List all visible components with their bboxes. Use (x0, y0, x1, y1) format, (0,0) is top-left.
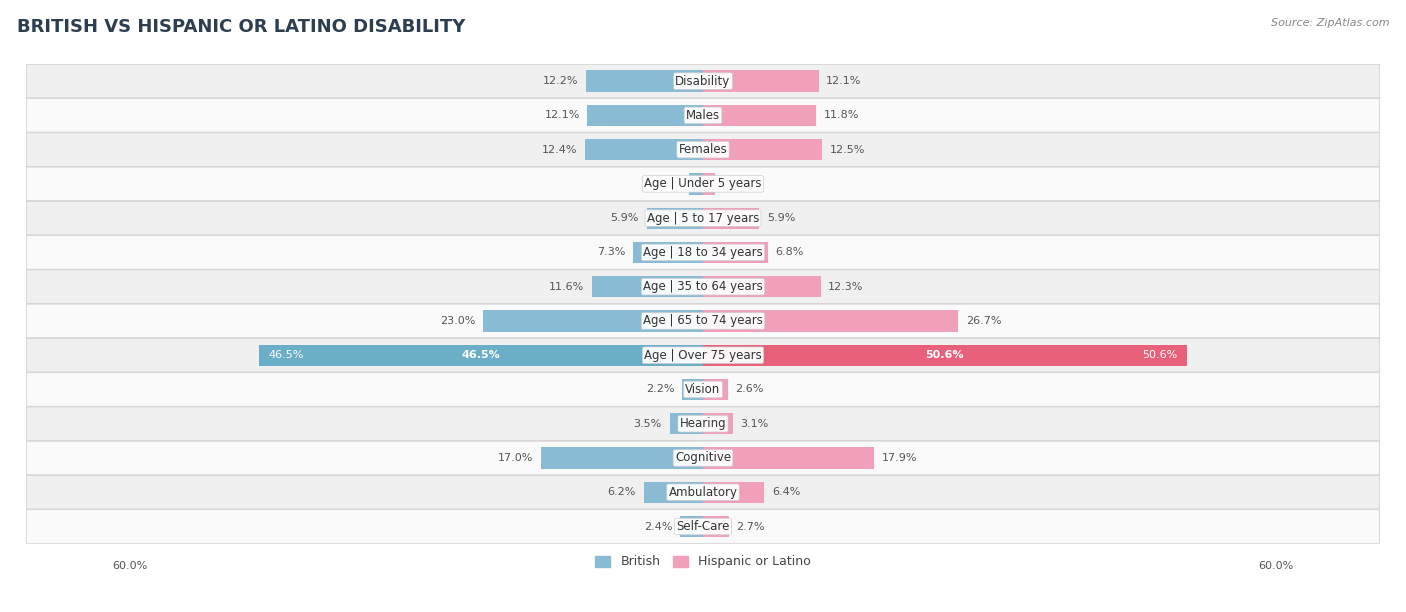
Text: 46.5%: 46.5% (461, 350, 501, 360)
Text: 50.6%: 50.6% (1142, 350, 1177, 360)
Bar (633, 242, 703, 263)
Text: Age | 18 to 34 years: Age | 18 to 34 years (643, 246, 763, 259)
Bar (586, 70, 703, 92)
Text: 5.9%: 5.9% (610, 213, 638, 223)
FancyBboxPatch shape (27, 167, 1379, 201)
Bar (703, 242, 768, 263)
Text: 2.7%: 2.7% (737, 521, 765, 531)
FancyBboxPatch shape (27, 99, 1379, 132)
Bar (540, 447, 703, 469)
FancyBboxPatch shape (27, 338, 1379, 372)
Text: 1.3%: 1.3% (723, 179, 751, 189)
Text: 3.5%: 3.5% (634, 419, 662, 429)
Bar (484, 310, 703, 332)
Bar (703, 447, 875, 469)
Text: Ambulatory: Ambulatory (668, 486, 738, 499)
FancyBboxPatch shape (27, 64, 1379, 98)
Text: 12.1%: 12.1% (544, 110, 579, 121)
Text: Males: Males (686, 109, 720, 122)
Text: 46.5%: 46.5% (269, 350, 304, 360)
Bar (703, 173, 716, 195)
Text: Vision: Vision (685, 383, 721, 396)
FancyBboxPatch shape (27, 270, 1379, 304)
Bar (703, 482, 763, 503)
Text: 12.1%: 12.1% (827, 76, 862, 86)
Text: 50.6%: 50.6% (925, 350, 965, 360)
FancyBboxPatch shape (27, 133, 1379, 166)
Text: Age | 65 to 74 years: Age | 65 to 74 years (643, 315, 763, 327)
Text: 11.8%: 11.8% (824, 110, 859, 121)
Bar (703, 70, 818, 92)
Text: 12.3%: 12.3% (828, 282, 863, 292)
Text: 1.5%: 1.5% (652, 179, 681, 189)
Bar (703, 207, 759, 229)
Text: 7.3%: 7.3% (598, 247, 626, 258)
Bar (703, 139, 823, 160)
Bar (703, 379, 728, 400)
Bar (703, 516, 728, 537)
Bar (647, 207, 703, 229)
Bar (703, 310, 957, 332)
FancyBboxPatch shape (27, 304, 1379, 338)
Bar (703, 276, 821, 297)
FancyBboxPatch shape (27, 373, 1379, 406)
Text: 5.9%: 5.9% (768, 213, 796, 223)
Bar (644, 482, 703, 503)
Text: 17.9%: 17.9% (882, 453, 917, 463)
Text: BRITISH VS HISPANIC OR LATINO DISABILITY: BRITISH VS HISPANIC OR LATINO DISABILITY (17, 18, 465, 36)
Bar (585, 139, 703, 160)
Text: Age | Over 75 years: Age | Over 75 years (644, 349, 762, 362)
Bar (592, 276, 703, 297)
Text: Females: Females (679, 143, 727, 156)
Text: Cognitive: Cognitive (675, 452, 731, 465)
Text: 2.2%: 2.2% (645, 384, 675, 395)
FancyBboxPatch shape (27, 476, 1379, 509)
Bar (669, 413, 703, 435)
Text: Age | Under 5 years: Age | Under 5 years (644, 177, 762, 190)
FancyBboxPatch shape (27, 201, 1379, 235)
Text: 2.4%: 2.4% (644, 521, 672, 531)
Text: 6.8%: 6.8% (776, 247, 804, 258)
Bar (588, 105, 703, 126)
Text: 17.0%: 17.0% (498, 453, 533, 463)
Text: 12.2%: 12.2% (543, 76, 579, 86)
Text: Age | 5 to 17 years: Age | 5 to 17 years (647, 212, 759, 225)
Bar (682, 379, 703, 400)
Bar (703, 413, 733, 435)
FancyBboxPatch shape (27, 510, 1379, 543)
Text: 11.6%: 11.6% (550, 282, 585, 292)
Text: Self-Care: Self-Care (676, 520, 730, 533)
FancyBboxPatch shape (27, 236, 1379, 269)
Bar (259, 345, 703, 366)
Text: 3.1%: 3.1% (741, 419, 769, 429)
Legend: British, Hispanic or Latino: British, Hispanic or Latino (591, 550, 815, 573)
Text: 6.4%: 6.4% (772, 487, 800, 497)
Bar (681, 516, 703, 537)
Text: 6.2%: 6.2% (607, 487, 636, 497)
Text: 2.6%: 2.6% (735, 384, 763, 395)
FancyBboxPatch shape (27, 407, 1379, 441)
Bar (689, 173, 703, 195)
Text: 12.4%: 12.4% (541, 144, 576, 155)
Text: Source: ZipAtlas.com: Source: ZipAtlas.com (1271, 18, 1389, 28)
Text: 23.0%: 23.0% (440, 316, 475, 326)
Text: Disability: Disability (675, 75, 731, 88)
Text: Hearing: Hearing (679, 417, 727, 430)
Bar (703, 345, 1187, 366)
FancyBboxPatch shape (27, 441, 1379, 475)
Text: 26.7%: 26.7% (966, 316, 1001, 326)
Text: Age | 35 to 64 years: Age | 35 to 64 years (643, 280, 763, 293)
Text: 12.5%: 12.5% (830, 144, 866, 155)
Bar (703, 105, 815, 126)
